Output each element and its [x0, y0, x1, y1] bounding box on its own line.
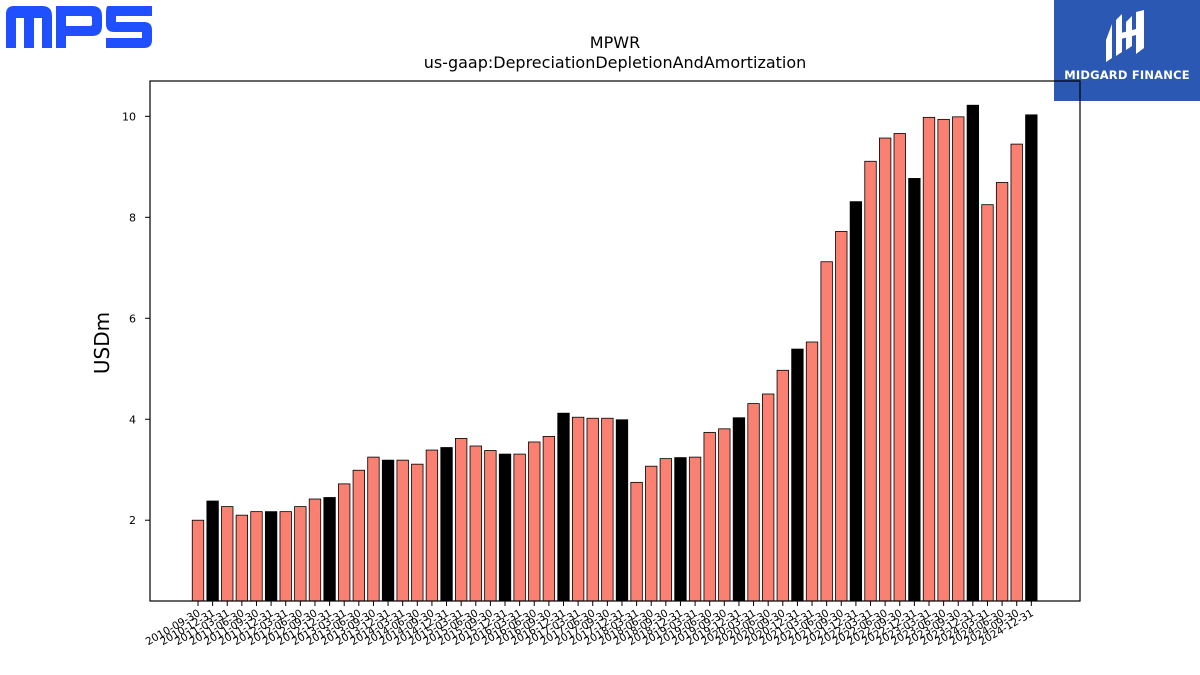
- bar-2018-09-30: [659, 458, 672, 602]
- bar-2023-03-31: [922, 116, 936, 602]
- bar-2017-03-31: [571, 416, 585, 602]
- bar-2022-09-30: [893, 133, 906, 602]
- bar-2015-03-31: [455, 438, 468, 602]
- y-tick-label: 6: [129, 312, 136, 325]
- bar-2019-06-30: [703, 431, 716, 602]
- bar-2014-09-30: [425, 449, 439, 602]
- bar-2023-06-30: [937, 118, 950, 602]
- bar-2020-12-31: [791, 348, 804, 602]
- bar-2019-03-31: [688, 456, 702, 602]
- bar-2024-03-31: [981, 204, 994, 602]
- bar-2022-03-31: [864, 160, 877, 602]
- chart-subtitle: us-gaap:DepreciationDepletionAndAmortiza…: [423, 53, 807, 72]
- bars-group: [191, 104, 1038, 602]
- bar-2011-03-31: [221, 506, 234, 602]
- bar-2021-06-30: [820, 261, 833, 602]
- bar-2016-03-31: [513, 453, 526, 602]
- bar-2020-09-30: [776, 369, 789, 602]
- bar-2013-09-30: [367, 456, 380, 602]
- midgard-finance-text: MIDGARD FINANCE: [1064, 68, 1190, 82]
- bar-2021-12-31: [849, 201, 863, 602]
- bar-2014-12-31: [440, 447, 453, 602]
- plot-frame: [149, 80, 1081, 602]
- bar-2014-03-31: [396, 459, 409, 602]
- bar-2020-03-31: [747, 403, 760, 602]
- bar-2022-06-30: [878, 137, 892, 602]
- chart-title: MPWR: [589, 33, 641, 52]
- y-tick-label: 8: [129, 211, 136, 224]
- bar-2011-12-31: [264, 511, 278, 602]
- bar-2019-09-30: [718, 428, 731, 602]
- bar-2013-12-31: [381, 459, 395, 602]
- bar-2011-06-30: [235, 514, 249, 602]
- bar-2016-12-31: [557, 412, 570, 602]
- bar-2012-03-31: [279, 511, 292, 602]
- bar-2011-09-30: [250, 511, 263, 602]
- bar-2010-12-31: [206, 500, 219, 602]
- midgard-finance-logo: MIDGARD FINANCE: [1054, 0, 1200, 101]
- x-ticks-group: 2010-09-302010-12-312011-03-312011-06-30…: [144, 601, 1036, 648]
- y-tick-label: 4: [129, 413, 136, 426]
- bar-2017-06-30: [586, 417, 599, 602]
- bar-2014-06-30: [411, 463, 424, 602]
- bar-2012-09-30: [308, 498, 322, 602]
- y-tick-label: 2: [129, 514, 136, 527]
- bar-2024-09-30: [1010, 143, 1023, 602]
- bar-2023-12-31: [966, 104, 980, 602]
- bar-2018-12-31: [674, 457, 687, 602]
- bar-2019-12-31: [732, 417, 746, 602]
- bar-2020-06-30: [762, 393, 775, 602]
- bar-2015-09-30: [484, 450, 497, 602]
- bar-2018-06-30: [645, 465, 658, 602]
- bar-2023-09-30: [952, 116, 965, 602]
- y-ticks-group: 2 4 6 8 10: [122, 110, 150, 527]
- bar-2018-03-31: [630, 481, 643, 602]
- bar-2016-06-30: [528, 441, 541, 602]
- y-tick-label: 10: [122, 110, 136, 123]
- bar-2021-09-30: [835, 231, 848, 602]
- bar-2017-12-31: [615, 419, 629, 602]
- bar-2015-06-30: [469, 445, 482, 602]
- bar-2010-09-30: [191, 519, 205, 602]
- bar-2021-03-31: [805, 341, 819, 602]
- bar-2015-12-31: [498, 453, 512, 602]
- bar-2012-12-31: [323, 497, 336, 602]
- bar-2024-06-30: [995, 182, 1009, 602]
- bar-2017-09-30: [601, 417, 614, 602]
- bar-2024-12-31: [1025, 114, 1038, 602]
- bar-2013-06-30: [352, 469, 365, 602]
- bar-2012-06-30: [294, 506, 307, 602]
- bar-2016-09-30: [542, 436, 556, 602]
- bar-2013-03-31: [338, 483, 351, 602]
- mps-logo: [4, 4, 154, 54]
- bar-2022-12-31: [908, 178, 921, 602]
